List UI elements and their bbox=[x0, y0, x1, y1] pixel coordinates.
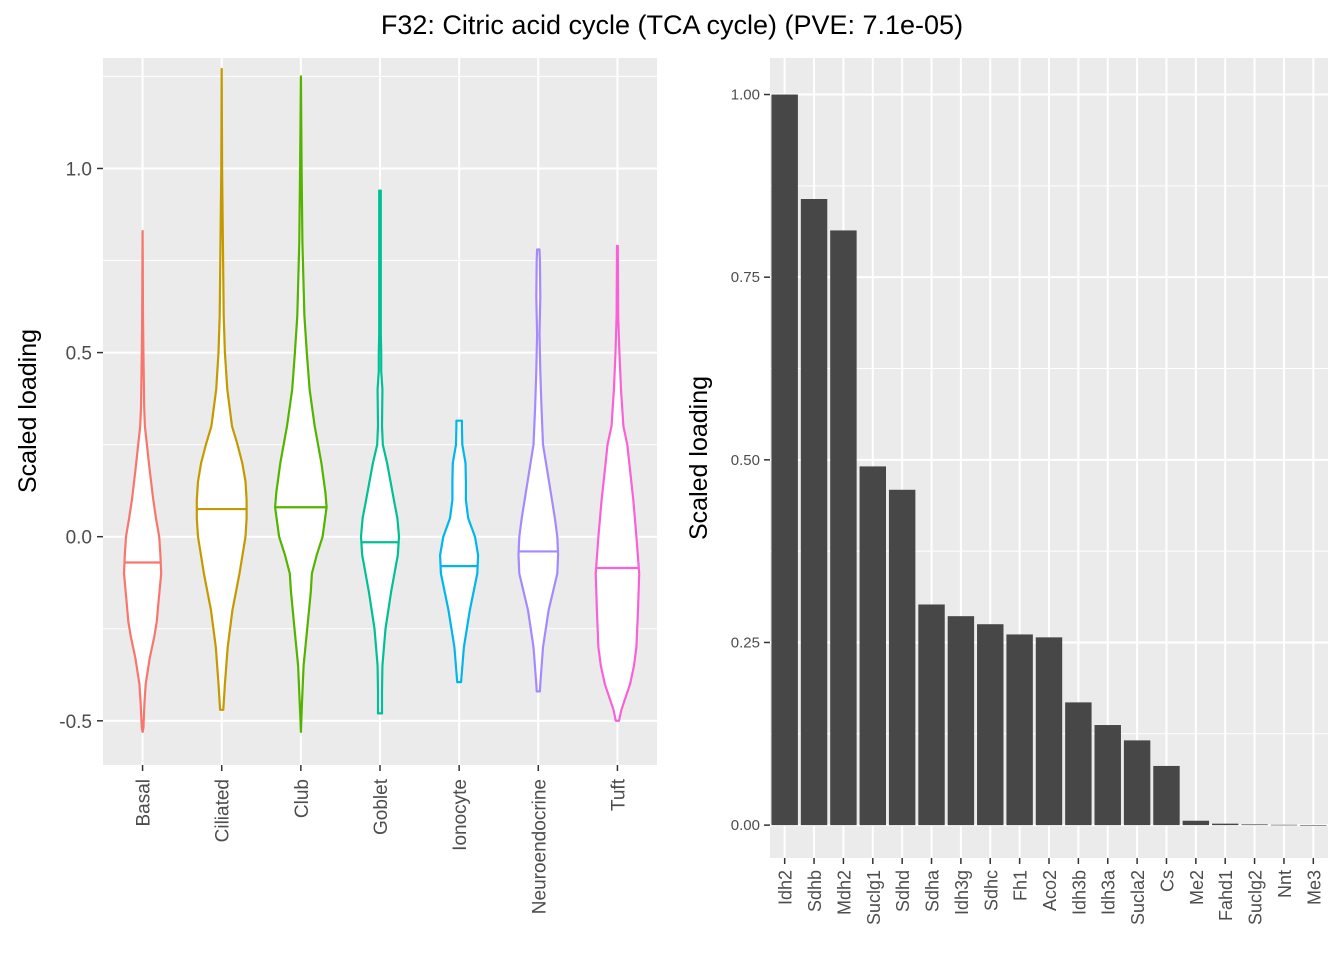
violin-y-tick-label: 0.0 bbox=[66, 528, 92, 549]
violin-x-tick-label-ionocyte: Ionocyte bbox=[450, 779, 471, 851]
bar-x-tick-label-suclg2: Suclg2 bbox=[1246, 870, 1266, 925]
bar-x-tick-label-mdh2: Mdh2 bbox=[834, 870, 854, 915]
violin-panel: -0.5 0.0 0.5 1.0 Basal Ciliated Club Goblet Ion… bbox=[14, 58, 657, 914]
violin-y-ticks: -0.5 0.0 0.5 1.0 bbox=[59, 159, 103, 733]
bar-x-tick-label-me2: Me2 bbox=[1187, 870, 1207, 905]
bar-x-tick-label-idh2: Idh2 bbox=[776, 870, 796, 905]
bar-y-axis-title: Scaled loading bbox=[685, 376, 713, 540]
violin-y-tick-label: 0.5 bbox=[66, 344, 92, 365]
bar-x-tick-label-sdhd: Sdhd bbox=[893, 870, 913, 912]
violin-x-tick-label-tuft: Tuft bbox=[608, 778, 629, 811]
bar-sucla2 bbox=[1123, 740, 1151, 826]
violin-x-tick-label-ciliated: Ciliated bbox=[213, 779, 234, 842]
violin-x-tick-label-club: Club bbox=[292, 779, 313, 818]
bar-sdhb bbox=[800, 199, 828, 826]
bar-x-tick-label-suclg1: Suclg1 bbox=[864, 870, 884, 925]
bar-fh1 bbox=[1006, 634, 1033, 826]
bar-suclg2 bbox=[1241, 824, 1268, 826]
violin-goblet bbox=[359, 189, 401, 715]
bar-idh3b bbox=[1065, 702, 1092, 826]
violin-tuft bbox=[594, 244, 641, 722]
bar-y-tick-label: 0.25 bbox=[731, 634, 760, 651]
bar-y-tick-label: 0.50 bbox=[731, 452, 760, 469]
bar-y-ticks: 0.00 0.25 0.50 0.75 1.00 bbox=[731, 87, 770, 834]
bar-x-tick-label-idh3g: Idh3g bbox=[952, 870, 972, 915]
bar-aco2 bbox=[1035, 637, 1063, 826]
bar-panel: 0.00 0.25 0.50 0.75 1.00 Idh2 Sdhb Mdh2 Suclg1 S… bbox=[685, 58, 1328, 925]
bar-idh3g bbox=[947, 616, 975, 826]
violin-x-tick-label-goblet: Goblet bbox=[371, 778, 392, 835]
bar-x-tick-label-sdhb: Sdhb bbox=[805, 870, 825, 912]
bar-suclg1 bbox=[859, 466, 887, 826]
bar-cs bbox=[1153, 765, 1180, 826]
violin-club bbox=[274, 75, 328, 733]
violin-ionocyte bbox=[439, 419, 480, 684]
violin-x-tick-label-neuroendocrine: Neuroendocrine bbox=[529, 779, 550, 914]
bar-sdhd bbox=[888, 489, 916, 826]
violin-x-tick-label-basal: Basal bbox=[134, 779, 155, 827]
bar-x-ticks: Idh2 Sdhb Mdh2 Suclg1 Sdhd Sdha Idh3g Sdhc Fh1 Ac… bbox=[776, 858, 1324, 925]
bar-y-tick-label: 1.00 bbox=[731, 87, 760, 104]
bar-me2 bbox=[1182, 820, 1210, 826]
bar-x-tick-label-sdha: Sdha bbox=[923, 869, 943, 912]
bar-x-tick-label-me3: Me3 bbox=[1304, 870, 1324, 905]
violin-neuroendocrine bbox=[517, 248, 560, 693]
bar-idh3a bbox=[1094, 725, 1121, 826]
bar-y-tick-label: 0.75 bbox=[731, 269, 760, 286]
bar-x-tick-label-aco2: Aco2 bbox=[1040, 870, 1060, 911]
violin-y-tick-label: 1.0 bbox=[66, 159, 92, 180]
bars bbox=[771, 94, 1327, 826]
bar-sdha bbox=[918, 604, 945, 826]
bar-fahd1 bbox=[1211, 823, 1239, 826]
bar-x-tick-label-fahd1: Fahd1 bbox=[1216, 870, 1236, 921]
bar-sdhc bbox=[977, 624, 1004, 826]
bar-idh2 bbox=[771, 94, 798, 826]
violin-basal bbox=[122, 230, 163, 733]
bar-y-tick-label: 0.00 bbox=[731, 817, 760, 834]
figure-title: F32: Citric acid cycle (TCA cycle) (PVE:… bbox=[381, 10, 963, 40]
violin-y-tick-label: -0.5 bbox=[59, 712, 92, 733]
bar-x-tick-label-sucla2: Sucla2 bbox=[1128, 870, 1148, 925]
bar-x-tick-label-nnt: Nnt bbox=[1275, 870, 1295, 898]
violin-y-axis-title: Scaled loading bbox=[14, 329, 42, 493]
bar-x-tick-label-cs: Cs bbox=[1157, 870, 1177, 892]
bar-x-tick-label-idh3b: Idh3b bbox=[1069, 870, 1089, 915]
bar-x-tick-label-fh1: Fh1 bbox=[1011, 870, 1031, 901]
violins bbox=[122, 67, 641, 733]
bar-x-tick-label-sdhc: Sdhc bbox=[981, 870, 1001, 911]
bar-mdh2 bbox=[830, 230, 857, 826]
violin-ciliated bbox=[195, 67, 248, 711]
bar-nnt bbox=[1270, 824, 1298, 826]
violin-x-ticks: Basal Ciliated Club Goblet Ionocyte Neuroendo… bbox=[134, 765, 629, 914]
bar-x-tick-label-idh3a: Idh3a bbox=[1099, 869, 1119, 915]
bar-me3 bbox=[1300, 824, 1327, 826]
